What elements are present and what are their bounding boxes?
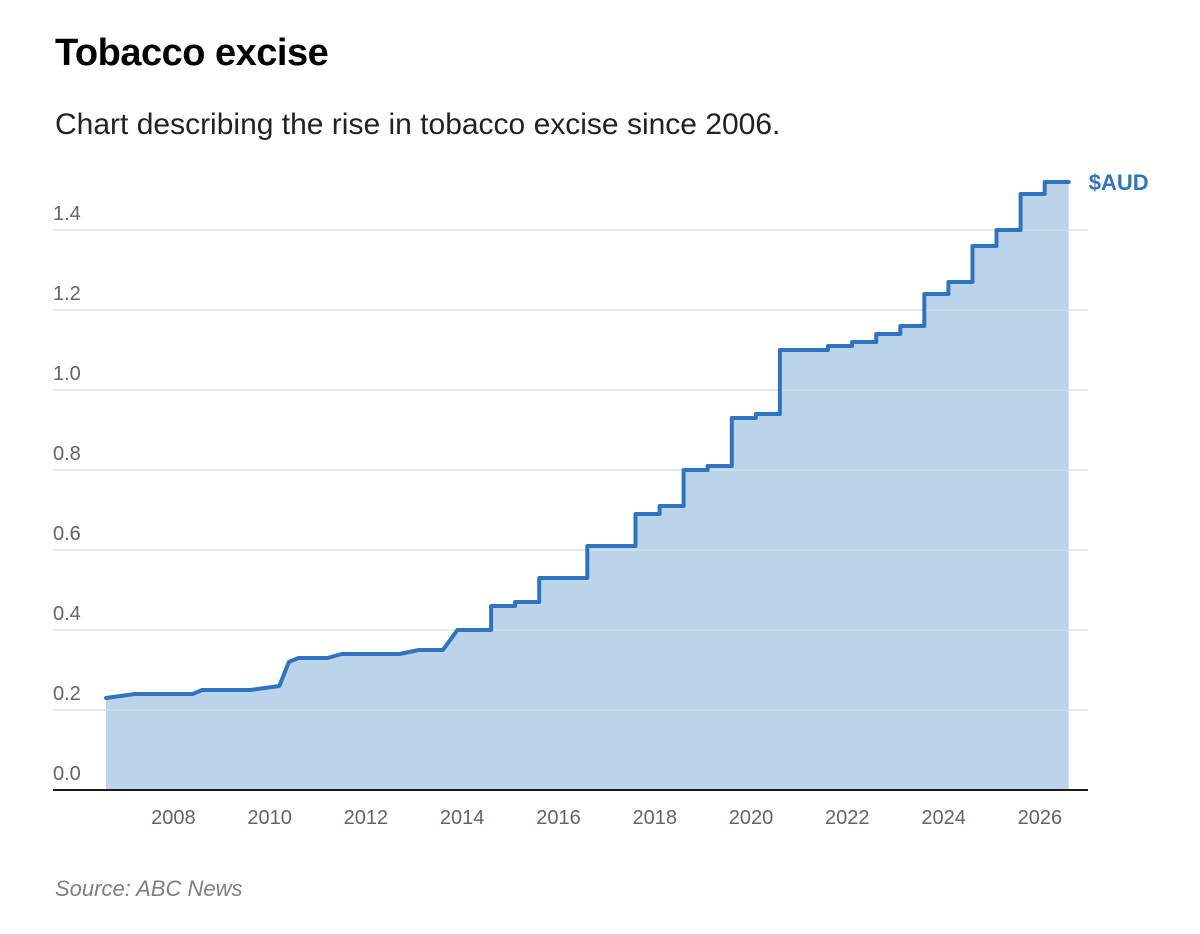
x-tick-label: 2020 [729, 807, 774, 829]
x-tick-label: 2012 [344, 807, 389, 829]
area-fill [106, 182, 1069, 790]
y-tick-label: 1.2 [53, 283, 81, 305]
y-tick-label: 1.0 [53, 363, 81, 385]
x-tick-label: 2010 [247, 807, 292, 829]
series-line [104, 180, 1071, 700]
x-tick-label: 2016 [536, 807, 581, 829]
line-layer [104, 180, 1071, 700]
y-tick-label: 0.6 [53, 523, 81, 545]
source-note: Source: ABC News [55, 876, 243, 901]
x-tick-label: 2024 [921, 807, 966, 829]
x-tick-label: 2026 [1018, 807, 1063, 829]
area-fill-layer [53, 182, 1088, 790]
series-label: $AUD [1089, 170, 1149, 195]
x-axis-ticks: 2008 2010 2012 2014 2016 2018 2020 2022 2024 2026 [151, 807, 1062, 829]
x-tick-label: 2022 [825, 807, 870, 829]
y-tick-label: 0.0 [53, 763, 81, 785]
y-axis-ticks: 0.0 0.2 0.4 0.6 0.8 1.0 1.2 1.4 [53, 203, 81, 785]
chart-title: Tobacco excise [55, 32, 329, 74]
y-tick-label: 0.2 [53, 683, 81, 705]
y-tick-label: 0.4 [53, 603, 81, 625]
chart-subtitle: Chart describing the rise in tobacco exc… [55, 108, 781, 141]
y-tick-label: 0.8 [53, 443, 81, 465]
x-tick-label: 2018 [632, 807, 677, 829]
y-tick-label: 1.4 [53, 203, 81, 225]
x-tick-label: 2008 [151, 807, 196, 829]
x-tick-label: 2014 [440, 807, 485, 829]
